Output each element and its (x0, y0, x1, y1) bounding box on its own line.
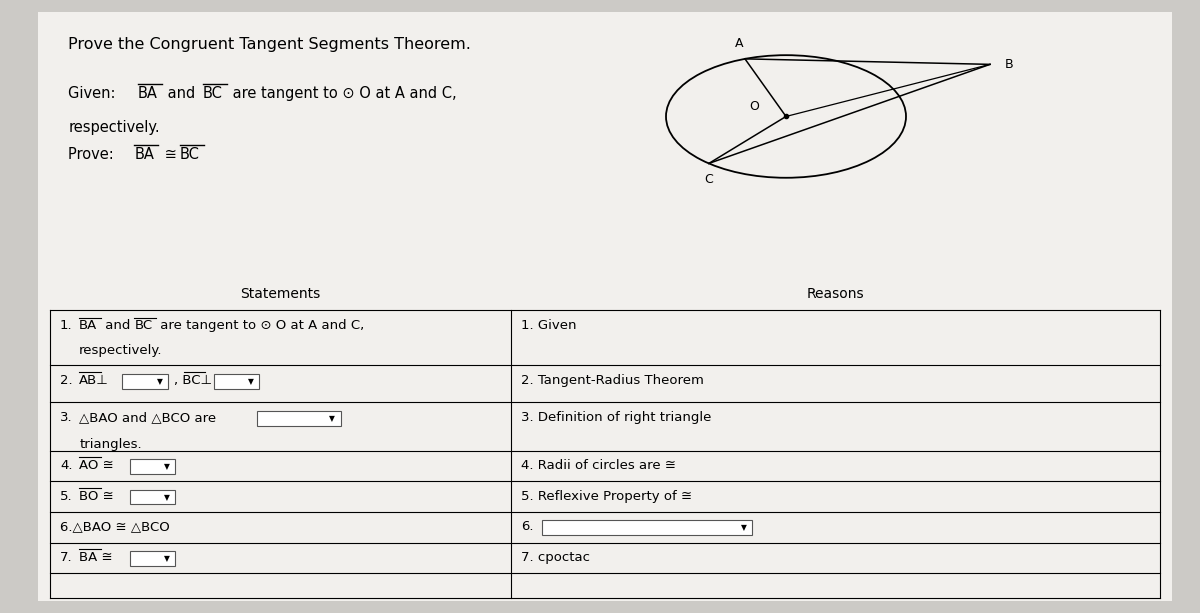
Text: , BC⊥: , BC⊥ (174, 374, 212, 387)
Bar (214, 374, 259, 389)
Text: ▼: ▼ (157, 377, 162, 386)
Text: 4.: 4. (60, 459, 72, 472)
Text: BO ≅: BO ≅ (79, 490, 114, 503)
Bar (130, 551, 175, 566)
Text: 6.△BAO ≅ △BCO: 6.△BAO ≅ △BCO (60, 520, 169, 533)
Text: respectively.: respectively. (79, 344, 163, 357)
Bar (130, 459, 175, 474)
Text: ▼: ▼ (164, 554, 169, 563)
Text: BA: BA (138, 86, 158, 101)
Text: C: C (704, 173, 713, 186)
Text: 3. Definition of right triangle: 3. Definition of right triangle (521, 411, 712, 424)
Text: ▼: ▼ (164, 462, 169, 471)
Text: △BAO and △BCO are: △BAO and △BCO are (79, 411, 216, 424)
Text: BC: BC (180, 147, 200, 162)
Text: Statements: Statements (240, 287, 320, 301)
Text: B: B (1004, 58, 1013, 71)
Bar (130, 490, 175, 504)
Text: are tangent to ⊙ O at A and C,: are tangent to ⊙ O at A and C, (156, 319, 365, 332)
Text: 1.: 1. (60, 319, 73, 332)
Text: AO ≅: AO ≅ (79, 459, 114, 472)
Text: 3.: 3. (60, 411, 73, 424)
Text: 6.: 6. (521, 520, 533, 533)
Text: 4. Radii of circles are ≅: 4. Radii of circles are ≅ (521, 459, 676, 472)
Text: Prove the Congruent Tangent Segments Theorem.: Prove the Congruent Tangent Segments The… (68, 37, 472, 51)
Text: are tangent to ⊙ O at A and C,: are tangent to ⊙ O at A and C, (228, 86, 457, 101)
Text: BC: BC (203, 86, 223, 101)
Text: ▼: ▼ (248, 377, 253, 386)
Text: respectively.: respectively. (68, 120, 160, 134)
Text: AB⊥: AB⊥ (79, 374, 109, 387)
Text: BA ≅: BA ≅ (79, 551, 113, 564)
Bar (257, 411, 341, 426)
Text: ≅: ≅ (160, 147, 181, 162)
Text: triangles.: triangles. (79, 438, 142, 451)
Bar (542, 520, 752, 535)
Text: and: and (163, 86, 200, 101)
Bar (122, 374, 168, 389)
Text: 1. Given: 1. Given (521, 319, 576, 332)
Text: and: and (101, 319, 134, 332)
Text: ▼: ▼ (330, 414, 335, 423)
Text: 5.: 5. (60, 490, 73, 503)
Text: ▼: ▼ (164, 493, 169, 501)
Text: 7.: 7. (60, 551, 73, 564)
Text: O: O (750, 101, 760, 113)
Text: BA: BA (134, 147, 155, 162)
Text: BA: BA (79, 319, 97, 332)
Text: A: A (734, 37, 743, 50)
Text: 2.: 2. (60, 374, 73, 387)
Text: 7. cpoctac: 7. cpoctac (521, 551, 589, 564)
Text: Given:: Given: (68, 86, 120, 101)
Text: BC: BC (134, 319, 152, 332)
Text: Prove:: Prove: (68, 147, 119, 162)
Text: ▼: ▼ (740, 524, 746, 532)
Text: 2. Tangent-Radius Theorem: 2. Tangent-Radius Theorem (521, 374, 703, 387)
Text: 5. Reflexive Property of ≅: 5. Reflexive Property of ≅ (521, 490, 691, 503)
Text: Reasons: Reasons (806, 287, 864, 301)
